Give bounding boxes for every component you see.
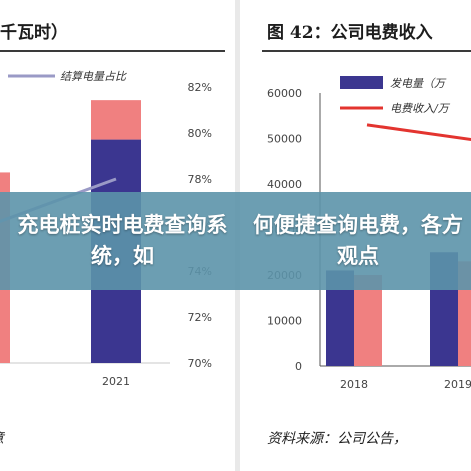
left-bar: [91, 100, 141, 140]
right-legend-label-line: 电费收入/万: [390, 102, 451, 115]
right-y-tick-label: 40000: [267, 178, 302, 191]
left-x-tick-label: 2021: [102, 375, 130, 388]
left-source-note: 意: [0, 428, 4, 448]
right-legend-swatch-bar: [340, 76, 383, 89]
right-x-tick-label: 2019: [444, 378, 471, 391]
right-x-tick-label: 2018: [340, 378, 368, 391]
right-y-tick-label: 10000: [267, 315, 302, 328]
right-y-tick-label: 0: [295, 360, 302, 373]
right-chart-title: 图 42：公司电费收入: [267, 23, 433, 43]
right-bar: [354, 275, 382, 366]
right-legend-label-bar: 发电量（万: [390, 77, 447, 90]
left-y2-tick-label: 82%: [188, 81, 212, 94]
left-chart-title: 千瓦时）: [0, 23, 68, 43]
left-y2-tick-label: 78%: [188, 173, 212, 186]
left-y2-tick-label: 70%: [188, 357, 212, 370]
left-title-rule: [0, 50, 225, 52]
right-line-series: [366, 123, 471, 142]
right-title-rule: [262, 50, 471, 52]
headline-line-1: 充电桩实时电费查询系统，如: [17, 213, 228, 268]
left-y2-tick-label: 80%: [188, 127, 212, 140]
headline-text[interactable]: 充电桩实时电费查询系统，如 何便捷查询电费，各方观点: [0, 192, 471, 290]
headline-banner[interactable]: 充电桩实时电费查询系统，如 何便捷查询电费，各方观点: [0, 192, 471, 290]
headline-line-2: 何便捷查询电费，各方观点: [252, 213, 463, 268]
left-y2-tick-label: 72%: [188, 311, 212, 324]
right-y-tick-label: 50000: [267, 133, 302, 146]
right-y-tick-label: 60000: [267, 87, 302, 100]
right-source-note: 资料来源：公司公告，: [267, 431, 407, 447]
left-legend-label: 结算电量占比: [60, 70, 127, 83]
